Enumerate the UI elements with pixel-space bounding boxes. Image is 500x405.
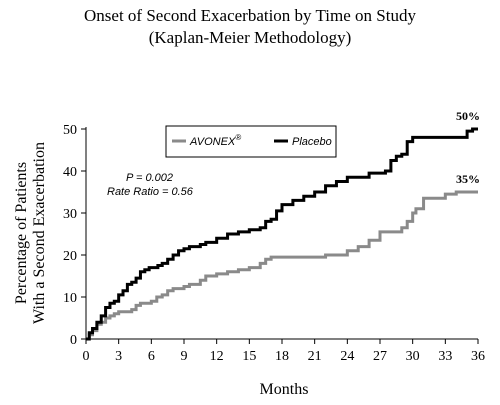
x-axis-label: Months [260,381,309,398]
chart-subtitle: (Kaplan-Meier Methodology) [148,28,352,47]
chart-legend: AVONEX® Placebo [165,125,337,158]
x-tick-label: 3 [115,349,122,364]
end-label-placebo: 50% [456,109,480,123]
y-tick-label: 30 [63,207,77,222]
y-axis-label-line2: With a Second Exacerbation [31,142,48,324]
chart-title: Onset of Second Exacerbation by Time on … [84,6,416,25]
x-tick-label: 18 [275,349,289,364]
x-tick-label: 9 [181,349,188,364]
legend-box [165,125,337,158]
y-axis-label-line1: Percentage of Patients [13,162,30,304]
x-tick-label: 0 [83,349,90,364]
x-tick-label: 12 [210,349,224,364]
x-tick-label: 27 [373,349,387,364]
y-tick-label: 40 [63,165,77,180]
x-tick-label: 6 [148,349,155,364]
end-label-avonex: 35% [456,172,480,186]
series-layer: 35% 50% [86,109,480,341]
y-tick-label: 20 [63,249,77,264]
series-line-placebo [86,127,478,341]
x-tick-label: 24 [340,349,354,364]
y-tick-label: 0 [70,333,77,348]
legend-label-placebo: Placebo [292,136,332,148]
x-tick-label: 21 [308,349,322,364]
p-value-annotation: P = 0.002 [126,172,173,184]
x-tick-label: 33 [438,349,452,364]
x-tick-label: 15 [242,349,256,364]
y-tick-label: 50 [63,123,77,138]
rate-ratio-annotation: Rate Ratio = 0.56 [107,186,194,198]
x-tick-label: 30 [406,349,420,364]
x-tick-label: 36 [471,349,485,364]
y-tick-label: 10 [63,291,77,306]
legend-label-avonex: AVONEX® [189,133,241,148]
series-line-avonex [86,190,478,341]
